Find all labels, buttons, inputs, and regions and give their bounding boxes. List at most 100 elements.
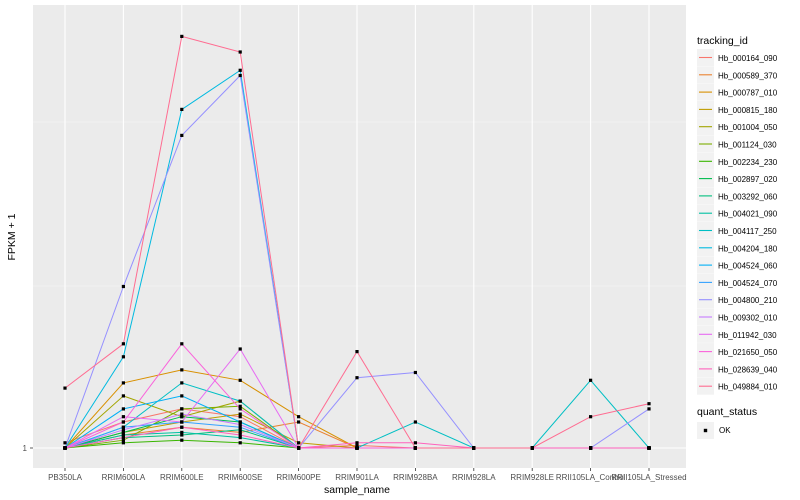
data-point [180,394,184,398]
x-tick-label: RRIM928LE [510,473,554,482]
data-point [238,378,242,382]
data-point [472,446,476,450]
data-point [180,368,184,372]
data-point [180,425,184,429]
data-point [297,446,301,450]
x-tick-label: RRIM928LA [452,473,496,482]
data-point [413,446,417,450]
data-point [180,420,184,424]
legend-label: Hb_004117_250 [718,227,777,236]
data-point [121,441,125,445]
data-point [238,420,242,424]
legend-label: Hb_002897_020 [718,175,778,184]
x-tick-label: RRIM600LE [160,473,204,482]
y-axis-title: FPKM + 1 [6,213,18,260]
data-point [355,441,359,445]
data-point [238,430,242,434]
data-point [121,438,125,442]
data-point [238,433,242,437]
data-point [121,415,125,419]
data-point [355,443,359,447]
legend-label: Hb_049884_010 [718,383,778,392]
data-point [238,68,242,72]
x-tick-label: RRIM600PE [276,473,320,482]
data-point [121,425,125,429]
data-point [121,420,125,424]
legend-label: Hb_003292_060 [718,192,778,201]
data-point [238,73,242,78]
legend-label: Hb_004800_210 [718,296,778,305]
data-point [297,420,301,424]
plot-panel [33,5,686,468]
data-point [121,284,125,289]
shape-legend: quant_status OK [697,406,757,439]
data-point [238,441,242,445]
data-point [180,381,184,385]
data-point [238,399,242,403]
data-point [238,423,242,427]
legend-label: Hb_000815_180 [718,106,778,115]
data-point [121,381,125,385]
x-tick-label: RRII105LA_Stressed [611,473,686,482]
legend-title: tracking_id [697,35,748,47]
x-tick-label: PB350LA [48,473,82,482]
data-point [589,378,593,382]
y-axis-ticks: 1 [23,444,33,453]
data-point [413,370,417,375]
data-point [180,342,184,346]
data-point [238,407,242,411]
data-point [355,446,359,450]
data-point [180,415,184,419]
data-point [413,420,417,424]
legend-label: Hb_001124_030 [718,141,777,150]
legend-label: Hb_004204_180 [718,244,778,253]
legend-label: Hb_002234_230 [718,158,778,167]
data-point [647,446,651,450]
data-point [63,386,67,390]
data-point [297,415,301,419]
data-point [121,355,125,359]
legend-label: Hb_000164_090 [718,54,778,63]
data-point [63,441,67,445]
x-tick-label: RRII105LA_Control [556,473,626,482]
data-point [180,412,184,416]
data-point [589,415,593,419]
x-tick-label: RRIM600LA [102,473,146,482]
data-point [355,350,359,354]
legend-label: Hb_011942_030 [718,331,777,340]
data-point [121,430,125,434]
data-point [238,50,242,54]
data-point [180,107,184,111]
x-tick-label: RRIM928BA [393,473,438,482]
x-axis-title: sample_name [324,484,390,496]
data-point [297,441,301,445]
data-points [63,34,651,450]
data-point [238,404,242,408]
legend-label: Hb_000787_010 [718,89,778,98]
data-point [180,407,184,411]
data-point [589,446,593,450]
data-point [121,394,125,398]
legend-label: Hb_004524_070 [718,279,778,288]
data-point [180,430,184,434]
legend-label: Hb_004524_060 [718,262,778,271]
data-point [238,412,242,416]
legend-label: Hb_028639_040 [718,365,778,374]
data-point [238,428,242,432]
shape-legend-label: OK [719,426,731,435]
data-point [121,433,125,437]
data-point [180,433,184,437]
data-point [647,407,651,411]
legend-label: Hb_004021_090 [718,210,778,219]
data-point [355,376,359,380]
x-tick-label: RRIM901LA [335,473,379,482]
legend-label: Hb_000589_370 [718,71,778,80]
x-tick-label: RRIM600SE [218,473,262,482]
data-point [413,441,417,445]
data-point [238,436,242,440]
y-tick-label: 1 [23,444,28,453]
data-point [180,34,184,38]
shape-legend-title: quant_status [697,406,757,418]
data-point [530,446,534,450]
legend-label: Hb_021650_050 [718,348,778,357]
